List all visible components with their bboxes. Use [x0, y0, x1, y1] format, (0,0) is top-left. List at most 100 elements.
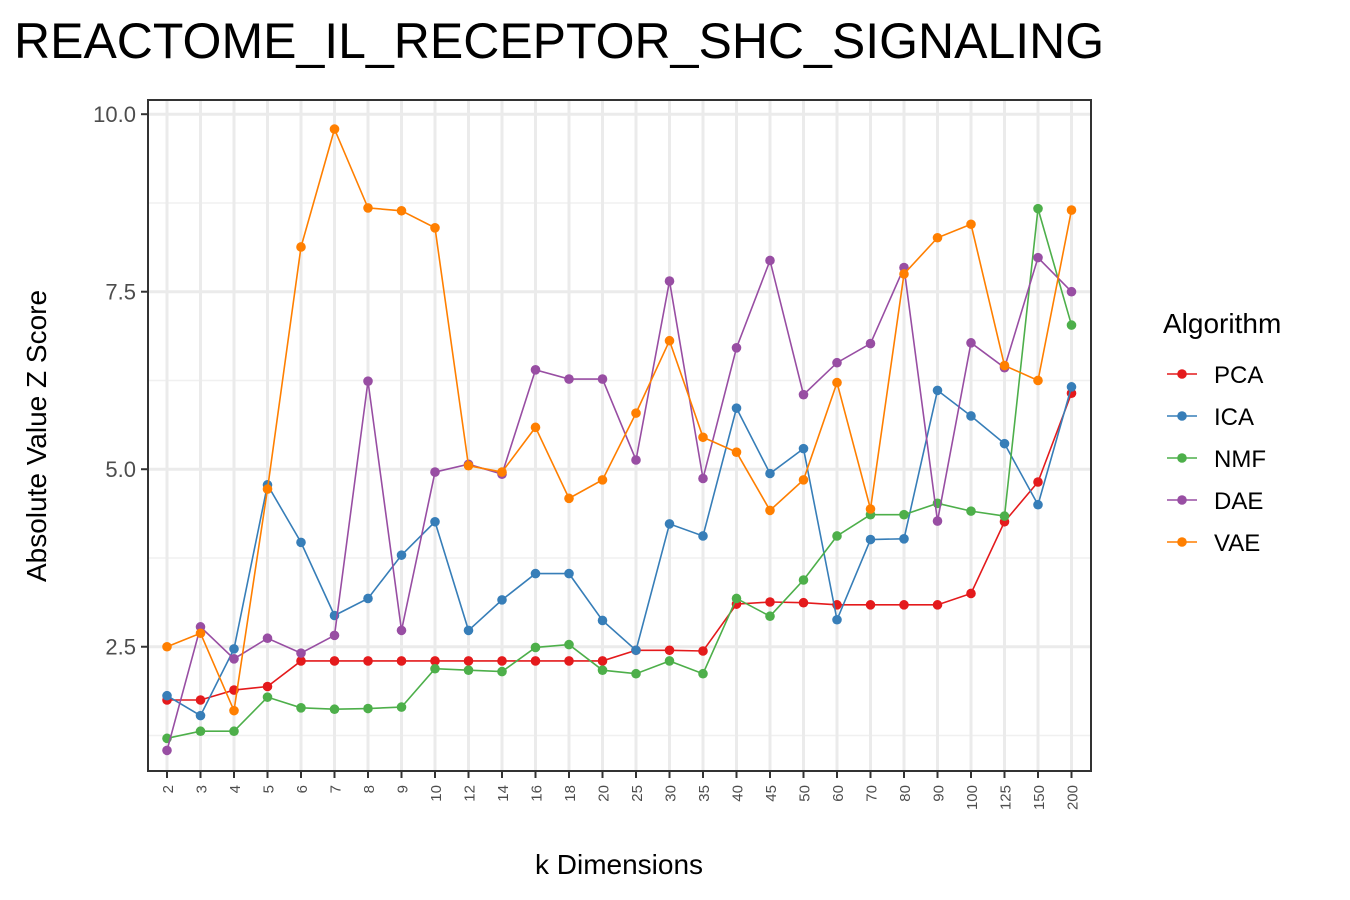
data-point-ica	[1033, 500, 1043, 510]
y-axis-title: Absolute Value Z Score	[21, 290, 52, 582]
data-point-ica	[832, 615, 842, 625]
data-point-pca	[564, 656, 574, 666]
data-point-pca	[598, 656, 608, 666]
legend-title: Algorithm	[1163, 308, 1281, 339]
data-point-dae	[799, 390, 809, 400]
legend-label: VAE	[1214, 530, 1260, 557]
data-point-pca	[698, 646, 708, 656]
x-tick-label: 2	[160, 785, 177, 793]
data-point-nmf	[363, 704, 373, 714]
data-point-vae	[765, 506, 775, 516]
data-point-vae	[296, 242, 306, 252]
data-point-pca	[966, 589, 976, 599]
data-point-pca	[866, 600, 876, 610]
legend-item-dae: DAE	[1167, 488, 1263, 515]
data-point-dae	[732, 343, 742, 353]
data-point-nmf	[296, 703, 306, 713]
x-axis-title: k Dimensions	[535, 849, 703, 880]
data-point-dae	[1067, 287, 1077, 297]
data-point-vae	[732, 447, 742, 457]
data-point-nmf	[263, 692, 273, 702]
data-point-vae	[162, 642, 172, 652]
data-point-ica	[1067, 382, 1077, 392]
data-point-ica	[497, 595, 507, 605]
data-point-dae	[966, 338, 976, 348]
x-tick-label: 6	[294, 785, 311, 793]
data-point-vae	[497, 467, 507, 477]
data-point-vae	[598, 475, 608, 485]
data-point-dae	[296, 648, 306, 658]
data-point-dae	[397, 626, 407, 636]
legend: Algorithm PCA ICA NMF DAE VAE	[1163, 308, 1281, 557]
data-point-nmf	[497, 667, 507, 677]
x-tick-label: 14	[495, 785, 512, 802]
data-point-pca	[196, 695, 206, 705]
x-tick-label: 90	[931, 785, 948, 802]
data-point-ica	[531, 569, 541, 579]
data-point-pca	[799, 598, 809, 608]
data-point-dae	[933, 516, 943, 526]
x-tick-label: 18	[562, 785, 579, 802]
x-tick-label: 4	[227, 785, 244, 793]
data-point-dae	[363, 376, 373, 386]
x-tick-label: 3	[194, 785, 211, 793]
data-point-dae	[665, 276, 675, 286]
data-point-vae	[531, 423, 541, 433]
x-tick-label: 9	[395, 785, 412, 793]
data-point-vae	[1000, 361, 1010, 371]
data-point-nmf	[1033, 204, 1043, 214]
data-point-ica	[229, 644, 239, 654]
data-point-vae	[698, 432, 708, 442]
data-point-vae	[866, 504, 876, 514]
data-point-dae	[430, 467, 440, 477]
legend-key-point	[1177, 453, 1187, 463]
data-point-dae	[866, 339, 876, 349]
data-point-vae	[665, 336, 675, 346]
data-point-pca	[933, 600, 943, 610]
data-point-ica	[866, 535, 876, 545]
data-point-pca	[363, 656, 373, 666]
data-point-pca	[397, 656, 407, 666]
legend-item-vae: VAE	[1167, 530, 1260, 557]
y-tick-label: 5.0	[105, 457, 136, 482]
data-point-nmf	[799, 575, 809, 585]
x-tick-label: 60	[830, 785, 847, 802]
data-point-ica	[765, 469, 775, 479]
axes: 2.55.07.510.02 3 4 5 6 7 8 9 10 12 14 16 18 20 25 30 35 4…	[93, 102, 1081, 810]
data-point-dae	[531, 365, 541, 375]
x-tick-label: 16	[529, 785, 546, 802]
data-point-vae	[1033, 376, 1043, 386]
series-line-ica	[167, 387, 1072, 716]
data-point-nmf	[1000, 511, 1010, 521]
data-point-nmf	[531, 643, 541, 653]
x-tick-label: 12	[462, 785, 479, 802]
data-point-dae	[698, 474, 708, 484]
x-tick-label: 50	[797, 785, 814, 802]
data-point-vae	[631, 408, 641, 418]
data-point-pca	[497, 656, 507, 666]
data-point-vae	[196, 628, 206, 638]
data-point-dae	[598, 374, 608, 384]
data-point-vae	[330, 124, 340, 134]
data-point-nmf	[899, 510, 909, 520]
data-point-ica	[899, 534, 909, 544]
data-point-vae	[397, 206, 407, 216]
data-point-pca	[665, 645, 675, 655]
data-point-nmf	[698, 669, 708, 679]
data-point-nmf	[430, 664, 440, 674]
x-tick-label: 45	[763, 785, 780, 802]
data-point-nmf	[464, 665, 474, 675]
data-point-nmf	[665, 656, 675, 666]
y-tick-label: 7.5	[105, 280, 136, 305]
data-point-nmf	[397, 702, 407, 712]
data-point-nmf	[966, 506, 976, 516]
data-point-nmf	[732, 594, 742, 604]
y-tick-label: 10.0	[93, 102, 136, 127]
x-tick-label: 40	[730, 785, 747, 802]
data-point-ica	[732, 403, 742, 413]
data-point-vae	[464, 461, 474, 471]
legend-key-point	[1177, 369, 1187, 379]
data-point-vae	[263, 484, 273, 494]
legend-label: PCA	[1214, 362, 1263, 389]
data-point-ica	[1000, 439, 1010, 449]
